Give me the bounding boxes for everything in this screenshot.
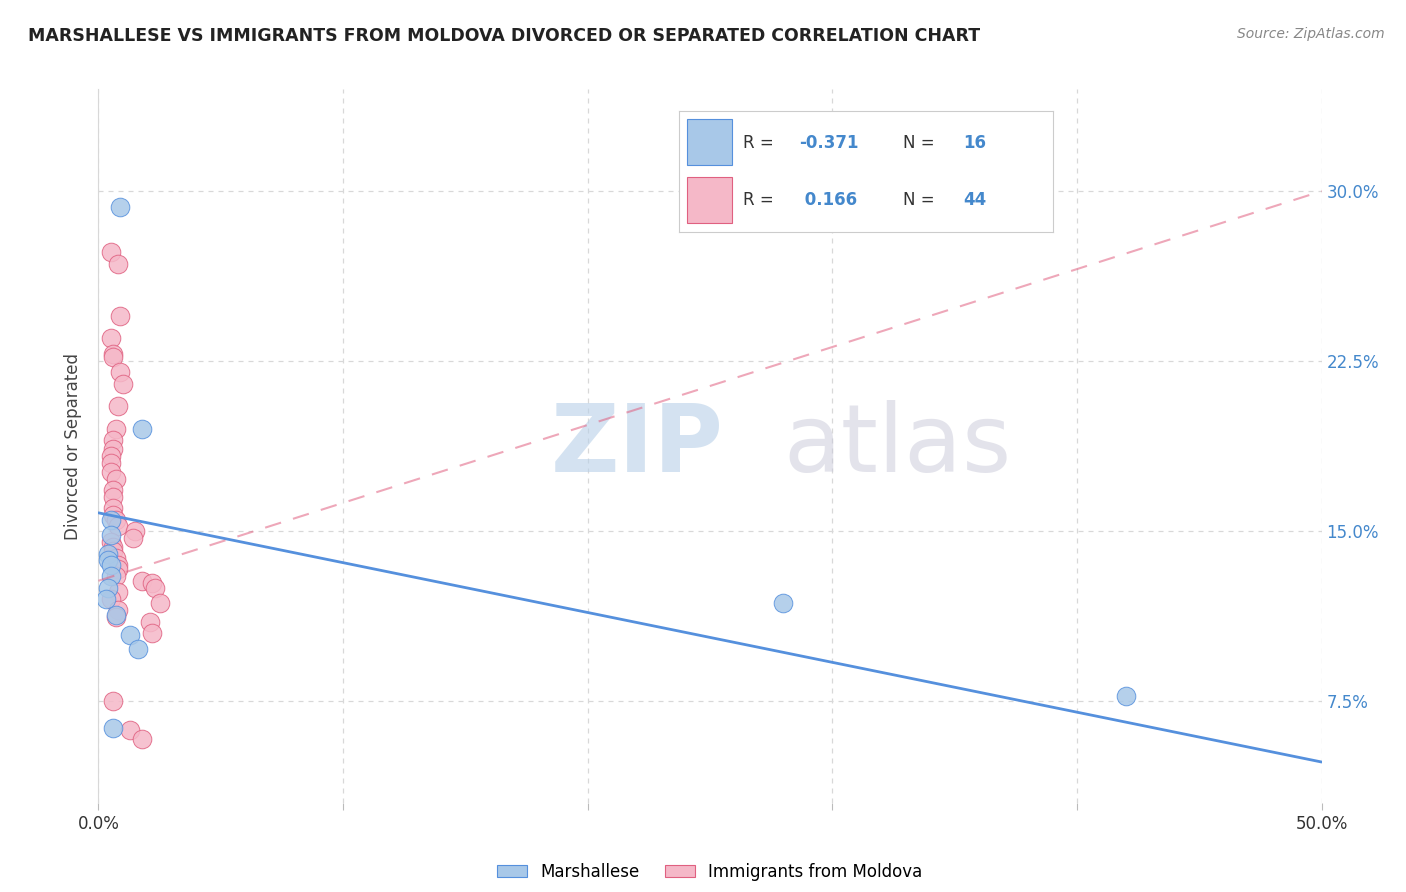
Point xyxy=(97,553,120,567)
Point xyxy=(107,519,129,533)
Point xyxy=(104,551,127,566)
Point xyxy=(104,569,127,583)
Point xyxy=(104,472,127,486)
Point xyxy=(101,434,124,448)
Point xyxy=(97,547,120,561)
Point xyxy=(101,508,124,522)
Text: atlas: atlas xyxy=(783,400,1012,492)
Point xyxy=(110,365,132,379)
Point xyxy=(100,558,122,572)
Point xyxy=(104,513,127,527)
Point xyxy=(131,422,153,436)
Point xyxy=(141,626,163,640)
Point xyxy=(1115,690,1137,704)
Point xyxy=(131,732,153,747)
Point xyxy=(127,641,149,656)
Point xyxy=(94,591,117,606)
Point xyxy=(101,442,124,457)
Point xyxy=(100,569,122,583)
Text: MARSHALLESE VS IMMIGRANTS FROM MOLDOVA DIVORCED OR SEPARATED CORRELATION CHART: MARSHALLESE VS IMMIGRANTS FROM MOLDOVA D… xyxy=(28,27,980,45)
Point xyxy=(111,376,134,391)
Point xyxy=(101,540,124,554)
Point xyxy=(107,400,129,414)
Point xyxy=(101,544,124,558)
Point xyxy=(143,581,166,595)
Point xyxy=(120,628,142,642)
Point xyxy=(101,483,124,498)
Point xyxy=(104,422,127,436)
Point xyxy=(100,528,122,542)
Point xyxy=(101,347,124,361)
Point xyxy=(101,721,124,735)
Point xyxy=(107,558,129,572)
Point xyxy=(124,524,146,538)
Text: Source: ZipAtlas.com: Source: ZipAtlas.com xyxy=(1237,27,1385,41)
Legend: Marshallese, Immigrants from Moldova: Marshallese, Immigrants from Moldova xyxy=(491,856,929,888)
Text: ZIP: ZIP xyxy=(551,400,724,492)
Point xyxy=(149,597,172,611)
Point xyxy=(101,501,124,516)
Point xyxy=(104,610,127,624)
Point xyxy=(104,607,127,622)
Point xyxy=(141,576,163,591)
Point xyxy=(100,245,122,260)
Point xyxy=(100,465,122,479)
Point xyxy=(101,490,124,504)
Point xyxy=(100,591,122,606)
Point xyxy=(131,574,153,588)
Point xyxy=(100,535,122,549)
Y-axis label: Divorced or Separated: Divorced or Separated xyxy=(65,352,83,540)
Point xyxy=(100,513,122,527)
Point xyxy=(101,350,124,364)
Point xyxy=(107,562,129,576)
Point xyxy=(100,456,122,470)
Point xyxy=(120,723,142,738)
Point xyxy=(121,531,143,545)
Point xyxy=(100,331,122,345)
Point xyxy=(110,309,132,323)
Point xyxy=(772,597,794,611)
Point xyxy=(101,694,124,708)
Point xyxy=(110,200,132,214)
Point xyxy=(100,449,122,463)
Point xyxy=(107,603,129,617)
Point xyxy=(97,581,120,595)
Point xyxy=(107,257,129,271)
Point xyxy=(107,585,129,599)
Point xyxy=(139,615,162,629)
